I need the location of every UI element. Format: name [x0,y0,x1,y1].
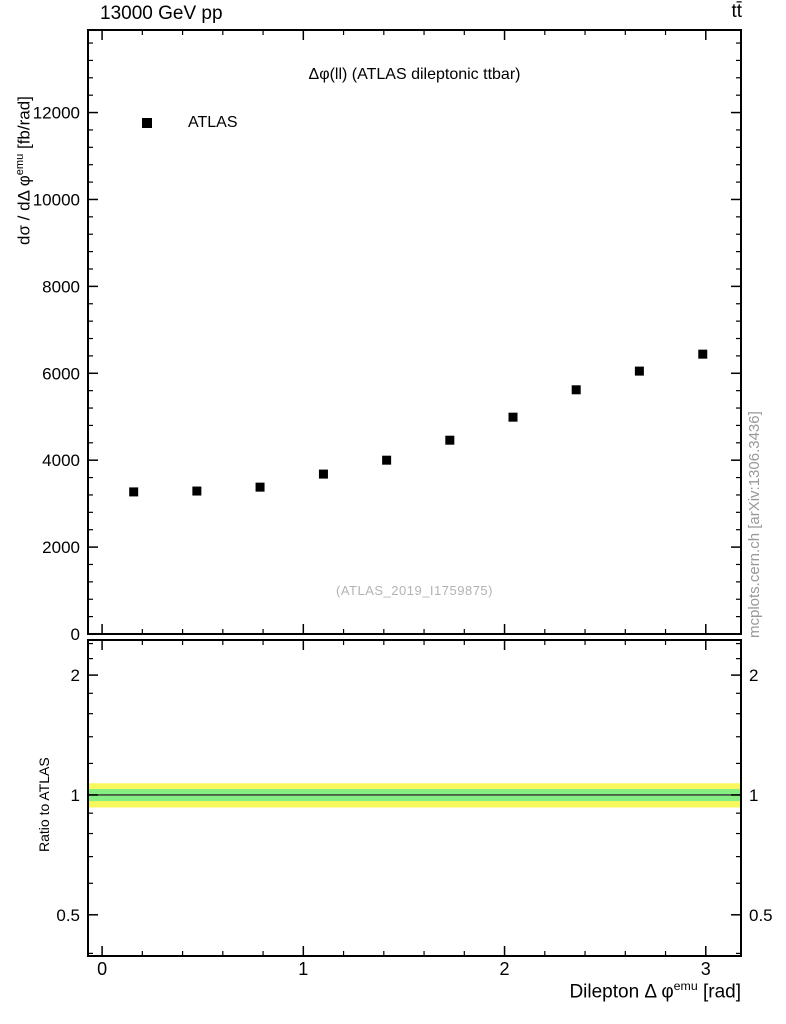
y-axis-ticks: 0.5 0.5 1 1 2 2 [56,642,773,954]
x-tick-label: 1 [298,959,308,979]
y-tick-label: 12000 [33,104,80,123]
ratio-y-tick-label-right: 1 [749,786,758,805]
main-plot-canvas: 0 2000 4000 6000 8000 10000 12000 [33,29,742,644]
ratio-y-tick-label-right: 2 [749,666,758,685]
main-y-axis-label: dσ / dΔ φemu [fb/rad] [14,96,35,245]
x-tick-label: 0 [97,959,107,979]
main-y-axis-label-text: dσ / dΔ φ [14,175,34,245]
x-axis-label: Dilepton Δ φemu [rad] [569,979,741,1003]
ratio-y-tick-label-left: 2 [71,666,80,685]
process-title: tt̄ [731,1,742,22]
x-axis-ticks: 0 1 2 3 [97,640,711,979]
x-axis-label-text: Dilepton Δ φ [569,981,674,1003]
y-tick-label: 2000 [42,538,80,557]
atlas-square-marker-icon [142,118,152,128]
x-tick-label: 2 [500,959,510,979]
main-y-axis-label-units: [fb/rad] [14,96,34,154]
y-tick-label: 10000 [33,190,80,209]
observable-title: Δφ(ll) (ATLAS dileptonic ttbar) [308,66,521,83]
ratio-y-tick-label-left: 0.5 [56,906,80,925]
legend-label-atlas: ATLAS [188,114,238,131]
y-tick-label: 6000 [42,364,80,383]
y-tick-label: 4000 [42,451,80,470]
x-axis-label-units: [rad] [697,981,741,1003]
ratio-plot-canvas: 0 1 2 3 0.5 0.5 1 1 2 2 [56,639,773,979]
x-axis-label-sup: emu [673,979,698,993]
beam-energy-title: 13000 GeV pp [100,3,223,24]
ratio-y-axis-label: Ratio to ATLAS [36,757,52,852]
ratio-y-tick-label-left: 1 [71,786,80,805]
x-tick-label: 3 [701,959,711,979]
ratio-y-tick-label-right: 0.5 [749,906,773,925]
data-series-ATLAS [129,349,708,497]
main-plot-frame [87,29,742,635]
y-tick-label: 0 [71,625,80,644]
y-axis-ticks: 0 2000 4000 6000 8000 10000 12000 [33,42,741,644]
legend: ATLAS [142,114,238,132]
analysis-id-watermark: (ATLAS_2019_I1759875) [336,583,493,598]
ratio-plot-frame [87,639,742,957]
main-y-axis-label-sup: emu [14,153,26,176]
y-tick-label: 8000 [42,277,80,296]
mcplots-attribution-note: mcplots.cern.ch [arXiv:1306.3436] [746,411,763,638]
